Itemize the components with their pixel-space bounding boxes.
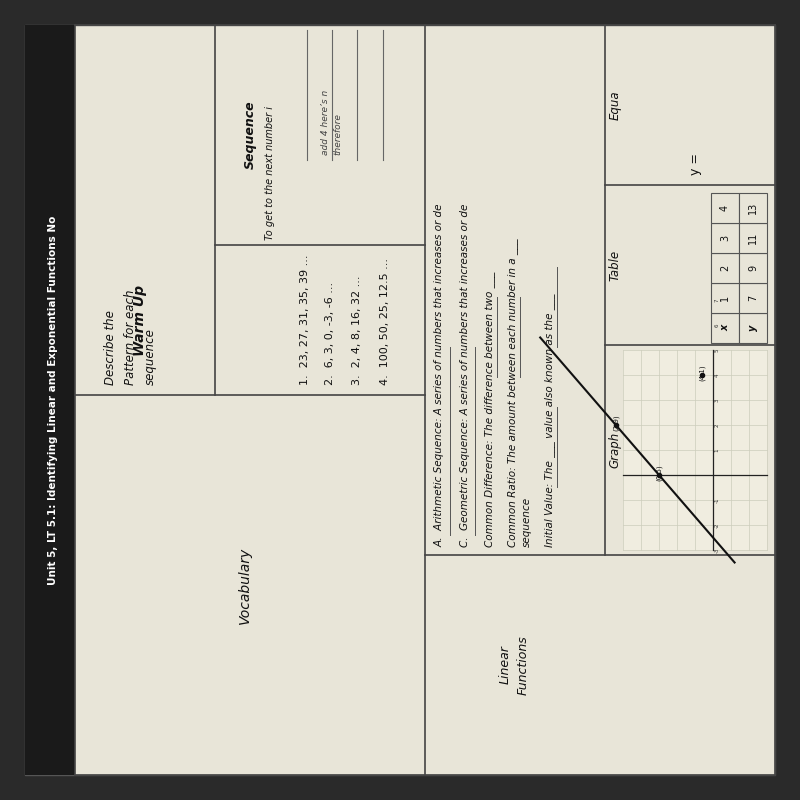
Polygon shape xyxy=(711,313,739,343)
Text: 2: 2 xyxy=(714,423,719,426)
Text: 7: 7 xyxy=(748,295,758,301)
Text: 4: 4 xyxy=(720,205,730,211)
Text: Common Difference: The difference between two ___: Common Difference: The difference betwee… xyxy=(485,272,495,547)
Polygon shape xyxy=(25,25,775,775)
Polygon shape xyxy=(739,193,767,223)
Text: To get to the next number i: To get to the next number i xyxy=(265,106,275,240)
Text: therefore: therefore xyxy=(334,113,342,155)
Text: sequence: sequence xyxy=(522,497,532,547)
Polygon shape xyxy=(711,223,739,253)
Text: 2: 2 xyxy=(720,265,730,271)
Text: A.  Arithmetic Sequence: A series of numbers that increases or de: A. Arithmetic Sequence: A series of numb… xyxy=(435,203,445,547)
Text: add 4 here’s n: add 4 here’s n xyxy=(321,90,330,155)
Text: 2.  6, 3, 0, -3, -6 ...: 2. 6, 3, 0, -3, -6 ... xyxy=(325,282,335,385)
Text: C.  Geometric Sequence: A series of numbers that increases or de: C. Geometric Sequence: A series of numbe… xyxy=(460,204,470,547)
Text: 5: 5 xyxy=(714,348,719,352)
Text: 4: 4 xyxy=(714,374,719,377)
Text: 11: 11 xyxy=(748,232,758,244)
Text: sequence: sequence xyxy=(143,328,157,385)
Polygon shape xyxy=(739,283,767,313)
Text: Warm Up: Warm Up xyxy=(133,285,147,355)
Polygon shape xyxy=(711,283,739,313)
Text: Graph: Graph xyxy=(609,432,622,468)
Text: Table: Table xyxy=(609,250,622,281)
Text: Pattern for each: Pattern for each xyxy=(123,290,137,385)
Text: Functions: Functions xyxy=(517,635,530,695)
Polygon shape xyxy=(711,193,739,223)
Text: Equa: Equa xyxy=(609,90,622,120)
Text: -1: -1 xyxy=(714,498,719,502)
Text: -3: -3 xyxy=(714,547,719,553)
Text: (2,9): (2,9) xyxy=(613,414,619,431)
Text: 13: 13 xyxy=(748,202,758,214)
Text: Describe the: Describe the xyxy=(103,310,117,385)
Text: y =: y = xyxy=(689,153,702,175)
Text: x: x xyxy=(720,325,730,331)
Text: Unit 5, LT 5.1: Identifying Linear and Exponential Functions No: Unit 5, LT 5.1: Identifying Linear and E… xyxy=(48,215,58,585)
Text: Sequence: Sequence xyxy=(243,101,257,170)
Text: (0,5): (0,5) xyxy=(656,465,662,482)
Text: 6: 6 xyxy=(714,323,719,326)
Polygon shape xyxy=(739,313,767,343)
Text: 3: 3 xyxy=(714,398,719,402)
Text: 3.  2, 4, 8, 16, 32 ...: 3. 2, 4, 8, 16, 32 ... xyxy=(352,275,362,385)
Text: 1.  23, 27, 31, 35, 39 ...: 1. 23, 27, 31, 35, 39 ... xyxy=(300,254,310,385)
Text: Vocabulary: Vocabulary xyxy=(238,546,252,624)
Text: 7: 7 xyxy=(714,298,719,302)
Text: 9: 9 xyxy=(748,265,758,271)
Text: (4,1): (4,1) xyxy=(699,365,706,382)
Polygon shape xyxy=(739,253,767,283)
Text: 1: 1 xyxy=(714,448,719,452)
Text: -2: -2 xyxy=(714,522,719,528)
Text: Initial Value: The ___ value also known as the ___: Initial Value: The ___ value also known … xyxy=(545,294,555,547)
Text: 3: 3 xyxy=(720,235,730,241)
Text: 4.  100, 50, 25, 12.5 ...: 4. 100, 50, 25, 12.5 ... xyxy=(380,258,390,385)
Text: Common Ratio: The amount between each number in a ___: Common Ratio: The amount between each nu… xyxy=(507,238,518,547)
Text: y: y xyxy=(748,325,758,331)
Text: 1: 1 xyxy=(720,295,730,301)
Text: Linear: Linear xyxy=(498,646,511,685)
Polygon shape xyxy=(623,350,767,550)
Polygon shape xyxy=(739,223,767,253)
Polygon shape xyxy=(25,25,75,775)
Polygon shape xyxy=(711,253,739,283)
